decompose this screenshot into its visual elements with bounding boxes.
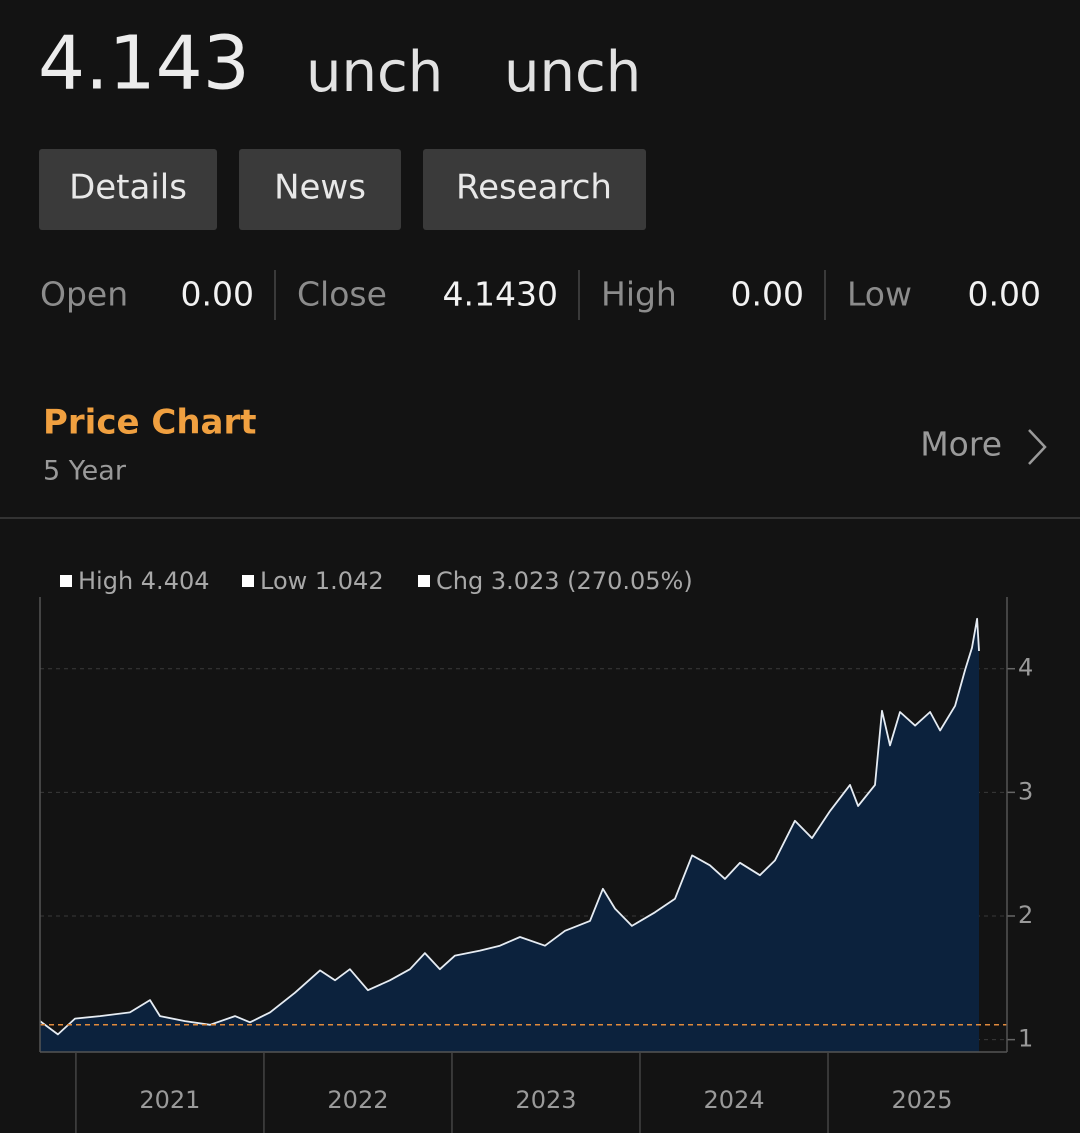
tab-label[interactable]: News [274,168,366,208]
y-tick-label: 2 [1018,901,1033,929]
price: 4.143 [38,21,250,107]
stat-value: 0.00 [731,275,804,314]
percent-change: unch [504,40,641,105]
x-tick-label: 2024 [703,1086,764,1114]
tab-button[interactable] [423,149,646,230]
y-tick-label: 3 [1018,777,1033,805]
stat-value: 0.00 [181,275,254,314]
tab-button[interactable] [39,149,217,230]
section-title: Price Chart [43,403,257,443]
stat-value: 4.1430 [443,275,558,314]
price-line [39,617,980,1036]
x-tick-label: 2025 [891,1086,952,1114]
stat-value: 0.00 [968,275,1041,314]
x-tick-label: 2023 [515,1086,576,1114]
y-tick-label: 4 [1018,654,1033,682]
x-tick-label: 2022 [327,1086,388,1114]
legend-swatch [60,575,72,587]
tab-button[interactable] [239,149,401,230]
stat-label: High [601,275,677,314]
x-tick-label: 2021 [139,1086,200,1114]
stat-label: Low [847,275,912,314]
legend-swatch [242,575,254,587]
chevron[interactable] [1028,429,1047,465]
chart: High 4.404 Low 1.042 Chg 3.023 (270.05%) 1 2… [39,567,1033,1133]
tab-label[interactable]: Details [69,168,187,208]
y-tick-label: 1 [1018,1025,1033,1053]
section-subtitle: 5 Year [43,456,127,487]
tab-label[interactable]: Research [456,168,612,208]
stat-label: Open [40,275,128,314]
more-link[interactable]: More [920,425,1002,464]
legend-label: Low 1.042 [260,567,384,595]
stat-label: Close [297,275,387,314]
legend-label: Chg 3.023 (270.05%) [436,567,693,595]
legend-label: High 4.404 [78,567,210,595]
area-fill [40,618,979,1052]
legend-swatch [418,575,430,587]
change: unch [306,40,443,105]
